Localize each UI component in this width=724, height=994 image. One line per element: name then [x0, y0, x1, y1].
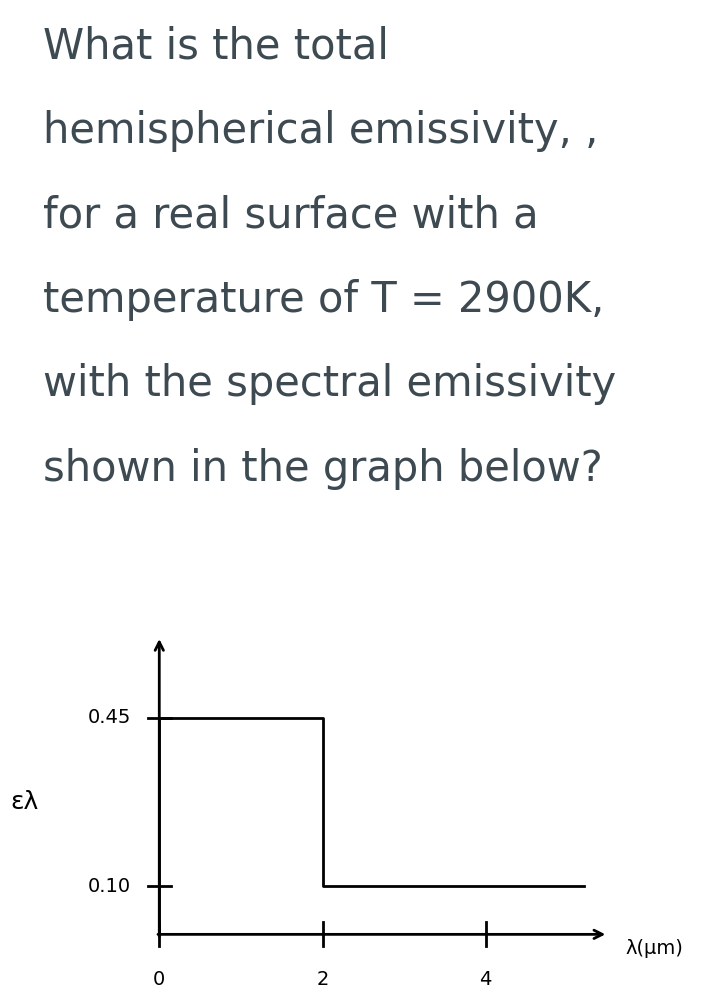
Text: What is the total: What is the total [43, 25, 390, 67]
Text: with the spectral emissivity: with the spectral emissivity [43, 363, 617, 406]
Text: 0.45: 0.45 [88, 709, 131, 728]
Text: 0.10: 0.10 [88, 877, 131, 896]
Text: hemispherical emissivity, ,: hemispherical emissivity, , [43, 109, 599, 152]
Text: for a real surface with a: for a real surface with a [43, 194, 539, 237]
Text: temperature of T = 2900K,: temperature of T = 2900K, [43, 278, 605, 321]
Text: 4: 4 [479, 970, 492, 989]
Text: λ(μm): λ(μm) [625, 939, 683, 958]
Text: 0: 0 [153, 970, 165, 989]
Text: 2: 2 [316, 970, 329, 989]
Text: shown in the graph below?: shown in the graph below? [43, 447, 603, 490]
Text: ελ: ελ [10, 790, 39, 814]
